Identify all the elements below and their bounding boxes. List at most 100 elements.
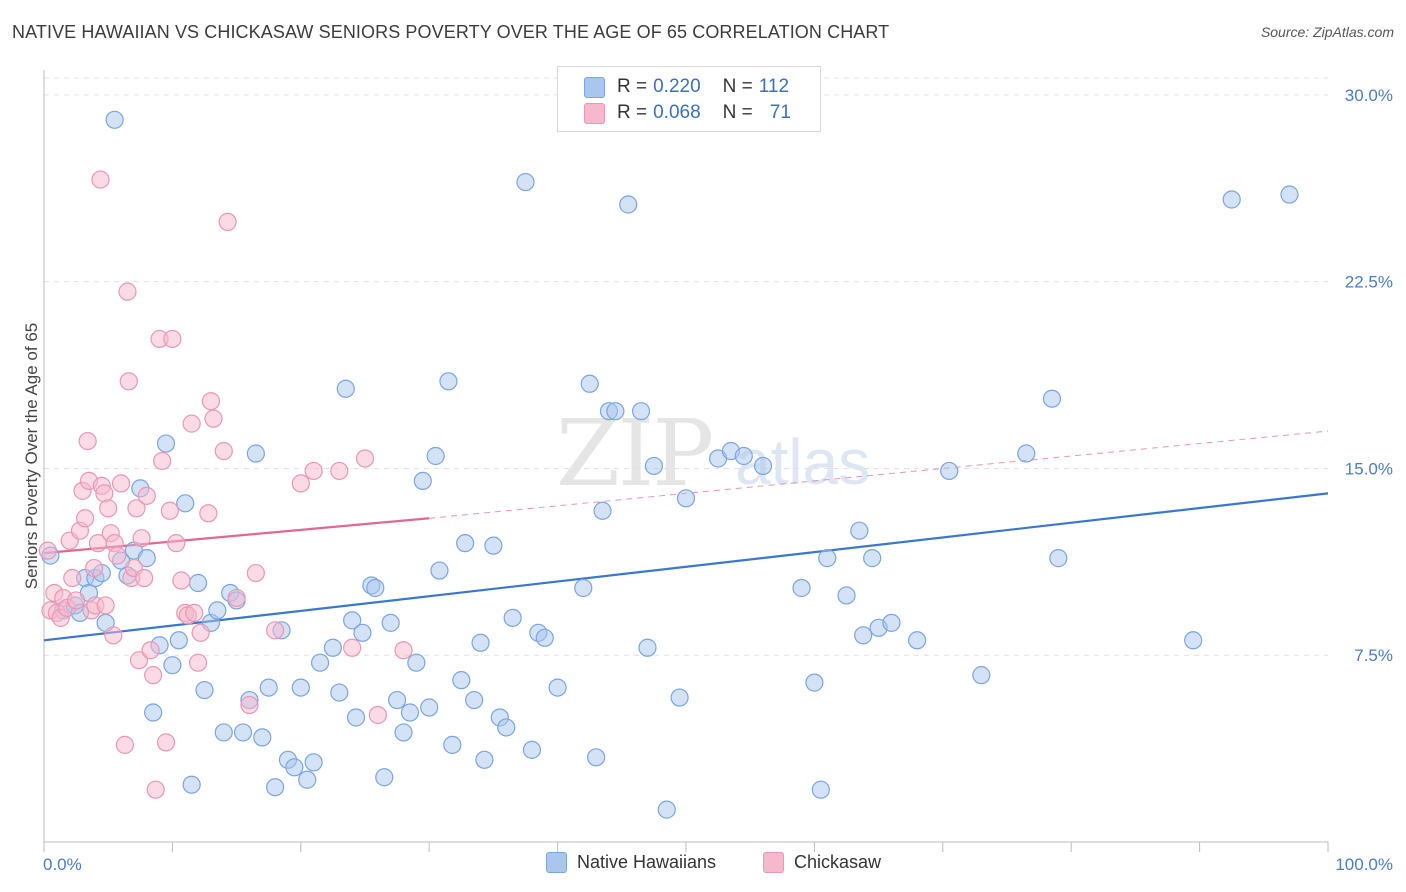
data-point — [343, 611, 362, 630]
r-value: 0.220 — [653, 76, 701, 97]
data-point — [1049, 549, 1068, 568]
data-point — [163, 656, 182, 675]
x-tick-label: 100.0% — [1335, 855, 1393, 874]
data-point — [548, 678, 567, 697]
data-point — [394, 723, 413, 742]
data-point — [430, 561, 449, 580]
data-point — [863, 549, 882, 568]
data-point — [144, 666, 163, 685]
data-point — [580, 374, 599, 393]
data-point — [516, 172, 535, 192]
grid-lines — [44, 77, 1328, 656]
data-point — [91, 170, 110, 189]
data-point — [167, 534, 186, 553]
data-point — [366, 578, 385, 598]
data-point — [104, 626, 123, 645]
data-point — [188, 573, 208, 593]
data-point — [156, 434, 176, 453]
data-point — [407, 653, 426, 672]
data-point — [330, 461, 349, 481]
data-point — [246, 563, 265, 583]
data-point — [227, 588, 246, 608]
data-point — [413, 471, 432, 491]
data-point — [1042, 389, 1062, 408]
data-point — [218, 212, 237, 232]
data-point — [111, 474, 131, 493]
data-point — [182, 775, 201, 794]
n-value: 71 — [769, 102, 791, 123]
data-point — [420, 698, 439, 717]
data-point — [452, 671, 471, 690]
data-point — [670, 688, 689, 707]
data-point — [850, 521, 869, 540]
data-point — [259, 678, 278, 697]
data-point — [75, 509, 95, 528]
data-point — [266, 778, 285, 797]
data-point — [394, 641, 413, 660]
data-point — [208, 601, 227, 620]
y-tick-label: 30.0% — [1345, 86, 1393, 105]
data-point — [606, 402, 625, 421]
data-point — [253, 728, 272, 747]
trend-line-native-hawaiians — [43, 492, 1329, 642]
data-point — [792, 578, 811, 598]
data-point — [108, 546, 127, 565]
data-point — [127, 499, 146, 518]
data-point — [182, 414, 201, 433]
legend-item-native-hawaiians[interactable]: Native Hawaiians — [546, 852, 716, 873]
data-point — [475, 750, 494, 769]
data-point — [105, 110, 124, 129]
data-point — [160, 501, 179, 520]
data-point — [336, 379, 355, 398]
data-point — [38, 541, 57, 560]
data-point — [144, 703, 163, 722]
data-point — [443, 735, 462, 754]
data-point — [291, 678, 310, 697]
data-point — [176, 494, 195, 513]
data-point — [734, 446, 753, 466]
data-point — [471, 633, 490, 652]
data-point — [972, 666, 991, 685]
data-point — [119, 372, 138, 391]
data-point — [908, 631, 927, 650]
data-point — [574, 578, 593, 598]
blue-swatch-icon — [584, 76, 605, 98]
data-point — [882, 613, 901, 632]
data-point — [153, 451, 172, 471]
legend-item-chickasaw[interactable]: Chickasaw — [763, 852, 881, 873]
data-point — [346, 708, 366, 727]
n-label: N = — [722, 76, 753, 97]
data-point — [535, 628, 554, 647]
data-point — [115, 735, 134, 754]
data-point — [291, 474, 310, 493]
data-point — [169, 631, 188, 650]
data-point — [188, 653, 208, 672]
data-point — [66, 591, 86, 610]
data-point — [156, 733, 176, 752]
data-point — [426, 446, 445, 466]
data-point — [137, 549, 156, 568]
data-point — [388, 690, 407, 710]
data-point — [118, 282, 137, 301]
y-tick-label: 7.5% — [1354, 646, 1393, 665]
data-point — [676, 489, 696, 508]
data-point — [185, 603, 204, 622]
data-point — [497, 718, 516, 737]
legend-row-native-hawaiians: R = 0.220 N = 112 — [584, 74, 789, 100]
data-point — [285, 758, 304, 777]
data-point — [456, 534, 475, 553]
data-point — [644, 456, 664, 476]
data-point — [1184, 631, 1203, 650]
data-point — [246, 444, 265, 463]
series-legend: Native Hawaiians Chickasaw — [0, 852, 1406, 878]
data-point — [940, 461, 959, 481]
blue-swatch-icon — [546, 852, 567, 873]
data-point — [199, 504, 218, 523]
correlation-legend: R = 0.220 N = 112 R = 0.068 N = 71 — [557, 66, 821, 132]
data-point — [233, 723, 253, 742]
data-point — [214, 723, 233, 742]
data-point — [135, 568, 154, 588]
data-point — [84, 558, 104, 578]
y-tick-label: 15.0% — [1345, 459, 1393, 478]
